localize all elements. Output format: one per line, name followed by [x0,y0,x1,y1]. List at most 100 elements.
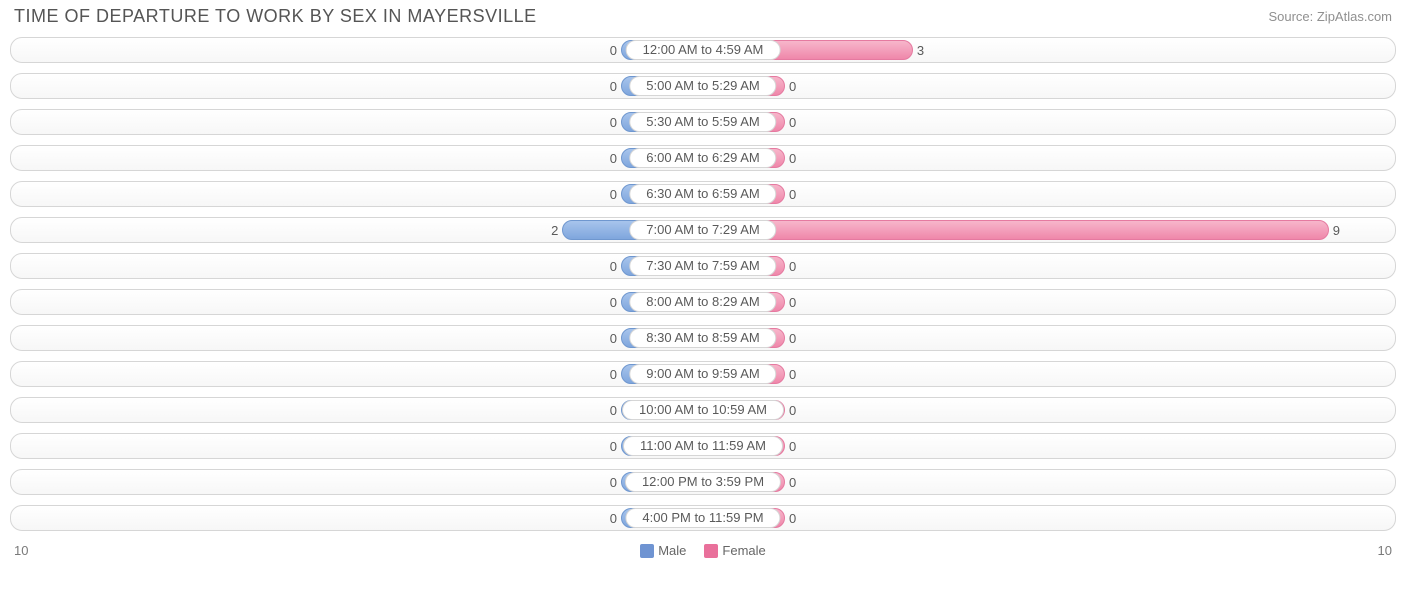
row-label: 5:30 AM to 5:59 AM [629,112,776,132]
female-value: 0 [789,295,796,310]
chart-title: TIME OF DEPARTURE TO WORK BY SEX IN MAYE… [14,6,537,27]
row-left-half: 0 [11,362,703,386]
legend-label-male: Male [658,543,686,558]
female-value: 9 [1333,223,1340,238]
row-left-half: 0 [11,146,703,170]
male-value: 0 [610,151,617,166]
row-right-half: 0 [703,146,1395,170]
swatch-male-icon [640,544,654,558]
axis-max-left: 10 [14,543,28,558]
chart-row: 0 0 7:30 AM to 7:59 AM [10,253,1396,279]
chart-row: 0 0 5:30 AM to 5:59 AM [10,109,1396,135]
chart-row: 0 0 8:30 AM to 8:59 AM [10,325,1396,351]
row-right-half: 0 [703,290,1395,314]
row-label: 11:00 AM to 11:59 AM [623,436,783,456]
row-left-half: 0 [11,398,703,422]
row-right-half: 0 [703,362,1395,386]
male-value: 0 [610,115,617,130]
chart-row: 0 0 5:00 AM to 5:29 AM [10,73,1396,99]
row-right-half: 0 [703,470,1395,494]
row-right-half: 0 [703,434,1395,458]
row-right-half: 0 [703,254,1395,278]
swatch-female-icon [704,544,718,558]
legend-label-female: Female [722,543,765,558]
row-label: 4:00 PM to 11:59 PM [625,508,780,528]
male-value: 0 [610,259,617,274]
chart-row: 0 0 6:30 AM to 6:59 AM [10,181,1396,207]
row-label: 9:00 AM to 9:59 AM [629,364,776,384]
row-label: 10:00 AM to 10:59 AM [622,400,784,420]
row-label: 8:00 AM to 8:29 AM [629,292,776,312]
chart-row: 0 0 8:00 AM to 8:29 AM [10,289,1396,315]
male-value: 0 [610,439,617,454]
row-left-half: 0 [11,326,703,350]
female-value: 0 [789,475,796,490]
chart-row: 0 0 11:00 AM to 11:59 AM [10,433,1396,459]
chart-row: 0 0 6:00 AM to 6:29 AM [10,145,1396,171]
row-left-half: 0 [11,38,703,62]
row-right-half: 0 [703,506,1395,530]
row-label: 7:30 AM to 7:59 AM [629,256,776,276]
source-label: Source: ZipAtlas.com [1268,9,1392,24]
male-value: 0 [610,79,617,94]
female-value: 0 [789,79,796,94]
legend-item-female: Female [704,543,765,558]
row-right-half: 0 [703,326,1395,350]
male-value: 0 [610,43,617,58]
chart-row: 2 9 7:00 AM to 7:29 AM [10,217,1396,243]
female-value: 0 [789,331,796,346]
male-value: 0 [610,187,617,202]
header: TIME OF DEPARTURE TO WORK BY SEX IN MAYE… [0,0,1406,33]
row-label: 12:00 PM to 3:59 PM [625,472,781,492]
female-value: 0 [789,115,796,130]
row-right-half: 3 [703,38,1395,62]
female-value: 0 [789,439,796,454]
row-left-half: 0 [11,290,703,314]
female-value: 0 [789,511,796,526]
row-right-half: 0 [703,398,1395,422]
axis-max-right: 10 [1378,543,1392,558]
male-value: 0 [610,295,617,310]
female-value: 3 [917,43,924,58]
female-bar [705,220,1329,240]
row-left-half: 0 [11,110,703,134]
male-value: 0 [610,475,617,490]
female-value: 0 [789,367,796,382]
legend-item-male: Male [640,543,686,558]
male-value: 0 [610,367,617,382]
row-left-half: 0 [11,434,703,458]
female-value: 0 [789,403,796,418]
legend: Male Female [28,543,1377,558]
row-label: 6:00 AM to 6:29 AM [629,148,776,168]
female-value: 0 [789,151,796,166]
row-right-half: 0 [703,74,1395,98]
row-left-half: 0 [11,182,703,206]
row-left-half: 0 [11,254,703,278]
row-left-half: 0 [11,470,703,494]
chart-footer: 10 Male Female 10 [0,541,1406,564]
row-left-half: 0 [11,506,703,530]
row-label: 6:30 AM to 6:59 AM [629,184,776,204]
chart-row: 0 0 12:00 PM to 3:59 PM [10,469,1396,495]
row-right-half: 9 [703,218,1395,242]
male-value: 2 [551,223,558,238]
row-left-half: 0 [11,74,703,98]
male-value: 0 [610,331,617,346]
row-label: 12:00 AM to 4:59 AM [626,40,781,60]
chart-row: 0 3 12:00 AM to 4:59 AM [10,37,1396,63]
chart-row: 0 0 4:00 PM to 11:59 PM [10,505,1396,531]
chart-row: 0 0 9:00 AM to 9:59 AM [10,361,1396,387]
chart-container: TIME OF DEPARTURE TO WORK BY SEX IN MAYE… [0,0,1406,564]
row-label: 5:00 AM to 5:29 AM [629,76,776,96]
row-left-half: 2 [11,218,703,242]
male-value: 0 [610,403,617,418]
female-value: 0 [789,187,796,202]
row-right-half: 0 [703,182,1395,206]
female-value: 0 [789,259,796,274]
row-label: 8:30 AM to 8:59 AM [629,328,776,348]
chart-body: 0 3 12:00 AM to 4:59 AM 0 0 5:00 AM to 5:29 A… [0,33,1406,531]
chart-row: 0 0 10:00 AM to 10:59 AM [10,397,1396,423]
male-value: 0 [610,511,617,526]
row-label: 7:00 AM to 7:29 AM [629,220,776,240]
row-right-half: 0 [703,110,1395,134]
